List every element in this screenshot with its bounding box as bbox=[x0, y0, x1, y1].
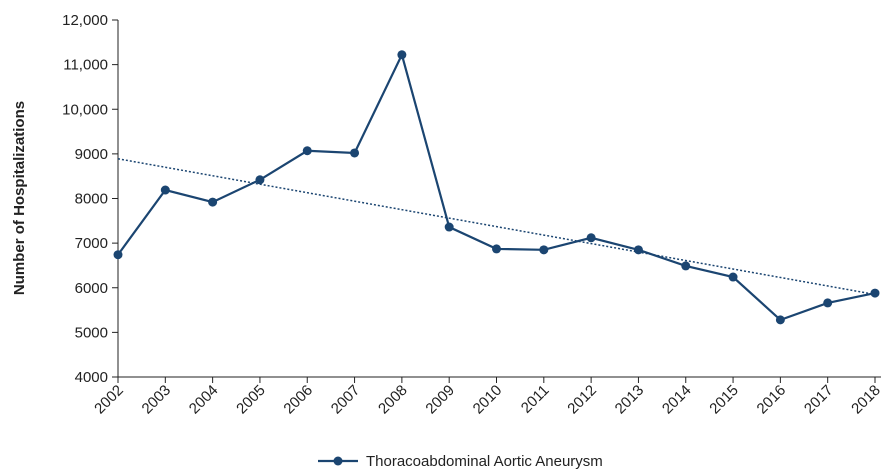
point bbox=[681, 261, 691, 271]
point bbox=[539, 245, 549, 255]
point bbox=[492, 244, 501, 254]
point bbox=[160, 185, 170, 195]
y-tick-label: 6000 bbox=[75, 280, 108, 297]
x-tick-label: 2004 bbox=[186, 382, 222, 418]
y-tick-label: 7000 bbox=[75, 235, 108, 252]
x-tick-label: 2008 bbox=[375, 382, 411, 418]
x-tick-label: 2002 bbox=[91, 382, 127, 418]
x-tick-label: 2003 bbox=[139, 382, 175, 418]
y-tick-label: 11,000 bbox=[63, 57, 108, 74]
y-tick-label: 5000 bbox=[75, 324, 108, 341]
x-tick-label: 2015 bbox=[706, 382, 742, 418]
point bbox=[208, 197, 218, 207]
y-tick-label: 8000 bbox=[75, 191, 108, 208]
y-tick-label: 4000 bbox=[75, 369, 108, 386]
y-tick-label: 10,000 bbox=[62, 101, 108, 118]
x-tick-label: 2010 bbox=[470, 382, 506, 418]
point bbox=[113, 250, 123, 260]
point bbox=[350, 148, 360, 158]
x-tick-label: 2013 bbox=[612, 382, 648, 418]
point bbox=[444, 222, 454, 232]
series-line bbox=[117, 51, 876, 322]
point bbox=[255, 175, 265, 185]
trendline bbox=[117, 158, 876, 296]
point bbox=[870, 288, 880, 298]
point bbox=[728, 272, 738, 282]
point bbox=[775, 315, 785, 325]
x-tick-label: 2006 bbox=[280, 382, 316, 418]
y-tick-label: 12,000 bbox=[62, 12, 108, 29]
x-tick-label: 2007 bbox=[328, 382, 364, 418]
x-tick-label: 2014 bbox=[659, 382, 695, 418]
x-tick-label: 2005 bbox=[233, 382, 269, 418]
x-tick-label: 2017 bbox=[801, 382, 837, 418]
y-axis-label: Number of Hospitalizations bbox=[11, 101, 28, 295]
x-tick-label: 2018 bbox=[848, 382, 884, 418]
point bbox=[823, 298, 833, 308]
point bbox=[586, 233, 596, 243]
x-tick-label: 2011 bbox=[518, 382, 553, 417]
legend-label: Thoracoabdominal Aortic Aneurysm bbox=[366, 453, 603, 470]
x-tick-label: 2009 bbox=[422, 382, 458, 418]
point bbox=[633, 245, 643, 255]
x-tick-label: 2016 bbox=[754, 382, 790, 418]
legend-marker bbox=[333, 456, 343, 466]
point bbox=[302, 146, 312, 156]
y-tick-label: 9000 bbox=[75, 146, 108, 163]
x-tick-label: 2012 bbox=[564, 382, 600, 418]
point bbox=[397, 50, 407, 60]
